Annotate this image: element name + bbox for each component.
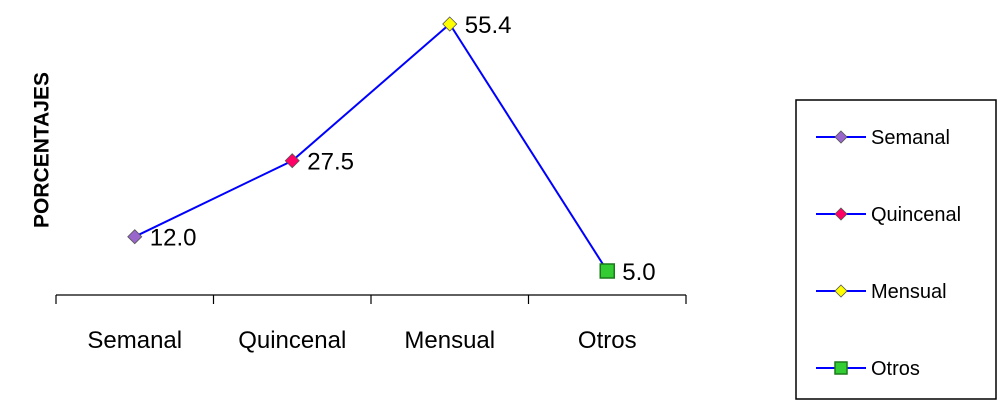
x-tick-label-otros: Otros (578, 327, 637, 354)
legend-marker-otros (834, 361, 848, 375)
series-line-path (134, 22, 609, 272)
marker-quincenal (284, 153, 300, 169)
legend-marker-semanal (834, 130, 848, 144)
marker-semanal (127, 229, 143, 245)
y-axis-label: PORCENTAJES (31, 72, 54, 228)
marker-mensual (442, 16, 458, 32)
data-label-quincenal: 27.5 (307, 149, 354, 176)
series-line (134, 22, 609, 272)
legend-box (795, 99, 997, 400)
data-label-mensual: 55.4 (465, 12, 512, 39)
x-tick-label-mensual: Mensual (404, 327, 495, 354)
data-label-otros: 5.0 (622, 259, 655, 286)
series-markers (127, 16, 615, 279)
legend-marker-quincenal (834, 207, 848, 221)
legend-label-mensual: Mensual (871, 281, 947, 303)
legend: Semanal Quincenal Mensual Otros (795, 99, 997, 400)
x-tick-label-semanal: Semanal (87, 327, 182, 354)
legend-label-quincenal: Quincenal (871, 204, 961, 226)
legend-marker-mensual (834, 284, 848, 298)
marker-otros (599, 263, 615, 279)
legend-label-semanal: Semanal (871, 127, 950, 149)
data-labels: 12.0 27.5 55.4 5.0 (150, 12, 656, 286)
x-axis: Semanal Quincenal Mensual Otros (55, 294, 687, 354)
legend-label-otros: Otros (871, 358, 920, 380)
x-tick-label-quincenal: Quincenal (238, 327, 346, 354)
data-label-semanal: 12.0 (150, 225, 197, 252)
